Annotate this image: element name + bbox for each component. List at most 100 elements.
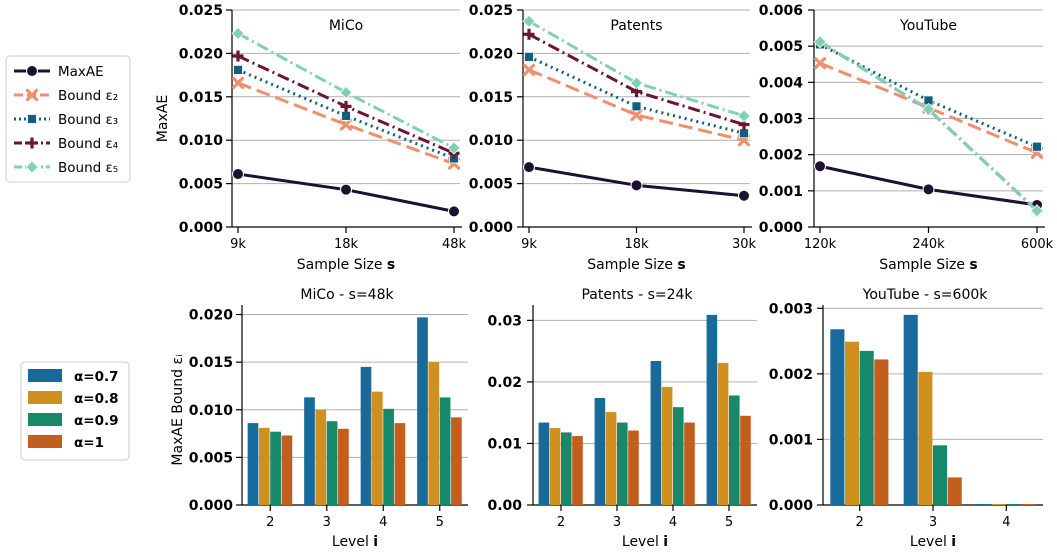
y-tick-label: 0.015	[189, 355, 233, 371]
bar	[717, 362, 729, 505]
line-panel-youtube: 0.000 0.001 0.002 0.003 0.004 0.005 0.006 120k 2…	[759, 3, 1054, 273]
data-point	[448, 205, 460, 218]
chart-title: YouTube - s=600k	[862, 287, 989, 303]
bar	[428, 362, 440, 505]
x-tick-label: 600k	[1021, 237, 1054, 252]
bar	[706, 314, 718, 505]
data-point	[339, 118, 353, 131]
data-point	[813, 35, 827, 49]
data-point	[814, 160, 826, 173]
data-point	[813, 57, 827, 70]
bar	[830, 329, 845, 505]
legend-label: α=0.7	[74, 369, 119, 385]
data-point	[522, 63, 536, 76]
chart-title: MiCo	[329, 18, 363, 34]
y-tick-label: 0.015	[179, 90, 223, 106]
bar	[903, 314, 918, 505]
bar	[247, 423, 259, 505]
chart-title: YouTube	[899, 18, 957, 34]
x-tick-label: 9k	[521, 237, 537, 252]
bar	[394, 423, 406, 505]
bar	[281, 435, 293, 505]
x-tick-label: 2	[856, 515, 864, 530]
data-point	[232, 50, 244, 62]
legend-label: α=1	[74, 435, 104, 451]
bar	[270, 431, 281, 505]
chart-title: Patents	[610, 18, 662, 34]
y-tick-label: 0.03	[487, 313, 522, 329]
bar-panel-2: 0.000 0.001 0.002 0.003 2 3 4 YouTube - s=600k L…	[769, 287, 1043, 550]
y-tick-label: 0.005	[469, 177, 513, 193]
y-tick-label: 0.010	[179, 133, 224, 149]
x-axis-label: Level i	[622, 534, 668, 550]
bar	[383, 408, 394, 505]
data-point	[232, 168, 244, 181]
series-line-1	[528, 68, 745, 142]
bar	[617, 422, 628, 505]
y-tick-label: 0.020	[189, 308, 234, 324]
bar	[538, 422, 550, 505]
series-line-4	[528, 19, 745, 118]
line-panel-mico: 0.000 0.005 0.010 0.015 0.020 0.025 9k 18k 48k Mi…	[155, 3, 467, 273]
legend-label: Bound ε₂	[58, 88, 118, 104]
y-tick-label: 0.00	[487, 498, 522, 514]
bar	[845, 341, 860, 505]
y-tick-label: 0.001	[769, 432, 813, 448]
bar	[1021, 504, 1036, 505]
line-legend: MaxAE Bound ε₂ Bound ε₃ Bound ε₄ Bound ε₅	[5, 55, 131, 183]
legend-marker	[26, 137, 38, 149]
bar	[1006, 504, 1021, 505]
bar	[684, 422, 695, 505]
data-point	[630, 179, 643, 192]
bar	[439, 397, 451, 505]
legend-label: α=0.8	[74, 391, 119, 407]
y-tick-label: 0.000	[769, 498, 814, 514]
data-point	[231, 26, 245, 41]
x-axis-label: Sample Size s	[879, 257, 977, 273]
data-point	[340, 100, 352, 112]
x-tick-label: 4	[669, 515, 677, 530]
x-tick-label: 2	[266, 515, 274, 530]
bar	[605, 412, 617, 505]
line-panel-patents: 0.000 0.005 0.010 0.015 0.020 0.025 9k 18k 30k Pa…	[469, 3, 757, 273]
y-tick-label: 0.002	[759, 148, 803, 164]
x-tick-label: 240k	[912, 237, 945, 252]
data-point	[629, 76, 644, 90]
bar	[371, 391, 383, 505]
data-point	[341, 110, 351, 121]
y-tick-label: 0.004	[759, 75, 804, 91]
bar	[360, 366, 372, 505]
y-tick-label: 0.001	[759, 184, 803, 200]
y-axis-label: MaxAE Bound εᵢ	[170, 354, 186, 465]
data-point	[922, 183, 935, 196]
data-point	[524, 51, 534, 62]
bar	[874, 359, 889, 505]
y-tick-label: 0.005	[189, 450, 233, 466]
y-tick-label: 0.000	[179, 220, 224, 236]
x-tick-label: 4	[1002, 515, 1010, 530]
legend-label: Bound ε₃	[58, 112, 118, 128]
y-tick-label: 0.010	[189, 403, 234, 419]
chart-title: MiCo - s=48k	[300, 287, 394, 303]
x-tick-label: 3	[929, 515, 937, 530]
y-tick-label: 0.015	[469, 90, 513, 106]
x-tick-label: 5	[725, 515, 733, 530]
bar	[859, 350, 874, 505]
bar	[947, 477, 962, 505]
bar	[594, 397, 606, 505]
y-tick-label: 0.006	[759, 3, 803, 19]
chart-title: Patents - s=24k	[581, 287, 693, 303]
x-tick-label: 2	[557, 515, 565, 530]
y-tick-label: 0.003	[769, 301, 813, 317]
bar-panel-1: 0.00 0.01 0.02 0.03 2 3 4 5 Patents - s=24k Level…	[487, 287, 757, 550]
y-tick-label: 0.000	[189, 498, 234, 514]
legend-label: α=0.9	[74, 413, 119, 429]
legend-color-swatch	[28, 391, 62, 404]
y-tick-label: 0.025	[469, 3, 513, 19]
x-tick-label: 9k	[230, 237, 246, 252]
legend-label: Bound ε₄	[58, 136, 118, 152]
data-point	[522, 14, 536, 28]
bar	[650, 361, 662, 505]
y-tick-label: 0.000	[759, 220, 804, 236]
